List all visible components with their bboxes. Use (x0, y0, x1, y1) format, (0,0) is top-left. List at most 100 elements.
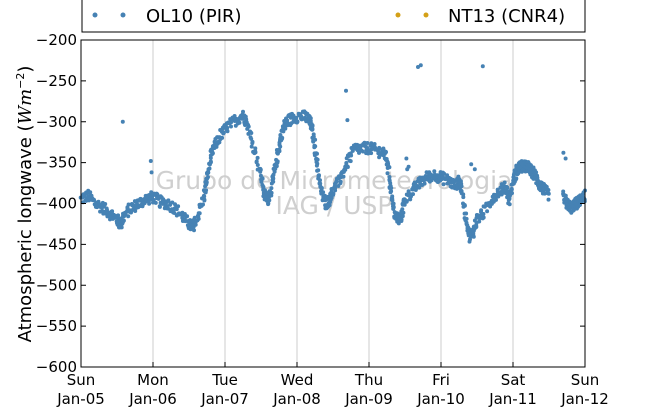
ol10-point (334, 180, 338, 185)
legend-marker-ol10 (92, 12, 98, 18)
ol10-point (388, 190, 393, 195)
ol10-point (471, 234, 476, 239)
ol10-point (268, 192, 273, 197)
ol10-point (350, 148, 355, 153)
ol10-point (400, 207, 405, 212)
y-tick-label: −550 (36, 317, 77, 335)
legend-entry-ol10: OL10 (PIR) (92, 6, 242, 27)
ol10-point (249, 136, 254, 141)
ol10-point (546, 191, 551, 196)
x-tick-day-label: Sun (67, 371, 96, 389)
y-tick-label: −250 (36, 72, 77, 90)
ol10-point (372, 142, 377, 146)
ol10-point (432, 169, 437, 174)
ol10-point (221, 130, 226, 135)
ol10-outlier-point (418, 63, 423, 68)
ol10-point (387, 165, 392, 170)
ol10-point (184, 214, 189, 219)
x-gridlines (152, 40, 514, 367)
ol10-point (310, 123, 315, 128)
ol10-point (295, 119, 300, 124)
ol10-point (207, 166, 212, 171)
ol10-point (385, 160, 390, 165)
ol10-point (404, 199, 409, 203)
ol10-point (442, 171, 447, 176)
ol10-point (308, 116, 313, 121)
ol10-point (308, 119, 313, 123)
ol10-point (481, 215, 486, 220)
ol10-point (523, 169, 528, 174)
ol10-point (274, 164, 279, 169)
x-tick-date-label: Jan-12 (560, 390, 609, 408)
x-tick-day-label: Sun (571, 371, 600, 389)
ol10-point (459, 184, 464, 189)
ol10-point (571, 208, 576, 212)
ol10-point (315, 157, 320, 162)
y-tick-label: −500 (36, 276, 77, 294)
ol10-point (348, 159, 353, 164)
ol10-point (462, 203, 467, 208)
ol10-point (441, 182, 446, 187)
ol10-point (153, 200, 158, 205)
x-tick-date-label: Jan-08 (272, 390, 321, 408)
ol10-point (278, 144, 283, 149)
ol10-point (507, 202, 512, 207)
ol10-point (225, 129, 230, 134)
ol10-point (343, 167, 348, 172)
ol10-point (464, 211, 469, 216)
x-tick-date-label: Jan-06 (128, 390, 177, 408)
ol10-point (294, 115, 299, 120)
ol10-point (317, 178, 322, 183)
legend-marker-ol10 (120, 12, 126, 18)
x-tick-date-label: Jan-07 (200, 390, 249, 408)
ol10-point (193, 222, 198, 227)
ol10-outlier-point (345, 118, 350, 123)
x-tick-date-label: Jan-09 (344, 390, 393, 408)
ol10-point (481, 212, 486, 216)
ol10-point (204, 188, 209, 193)
ol10-point (507, 196, 512, 201)
ol10-point (329, 195, 334, 200)
ol10-point (82, 194, 87, 199)
legend: OL10 (PIR) NT13 (CNR4) (81, 0, 586, 33)
ol10-point (260, 176, 265, 181)
ol10-outlier-point (472, 167, 477, 172)
ol10-point (344, 161, 349, 165)
ol10-point (261, 184, 266, 189)
x-tick-day-label: Thu (354, 371, 383, 389)
ol10-point (249, 131, 254, 135)
ol10-outlier-point (344, 88, 348, 93)
ol10-point (391, 205, 396, 210)
legend-marker-nt13 (423, 12, 429, 18)
ol10-point (485, 209, 490, 214)
ol10-point (202, 197, 207, 202)
ol10-point (291, 113, 296, 118)
ol10-point (232, 114, 237, 118)
ol10-point (196, 216, 201, 221)
ol10-point (369, 141, 374, 146)
ol10-point (360, 149, 365, 154)
ol10-point (349, 153, 354, 158)
ol10-outlier-point (343, 164, 348, 169)
ol10-point (387, 177, 392, 182)
ol10-point (312, 143, 317, 148)
ol10-outlier-point (480, 64, 485, 69)
ol10-point (208, 160, 213, 165)
ol10-point (385, 171, 390, 176)
y-tick-label: −450 (36, 235, 77, 253)
ol10-point (220, 135, 225, 140)
x-tick-day-label: Tue (211, 371, 238, 389)
ol10-point (341, 174, 346, 179)
y-tick-label: −350 (36, 154, 77, 172)
ol10-point (192, 228, 196, 233)
legend-entry-nt13: NT13 (CNR4) (395, 6, 565, 27)
ol10-point (229, 120, 234, 125)
ol10-point (514, 176, 519, 181)
ol10-point (206, 170, 211, 175)
ol10-point (121, 218, 126, 223)
ol10-point (330, 192, 335, 197)
ol10-point (313, 137, 318, 142)
x-tick-day-label: Sat (501, 371, 526, 389)
y-axis-label: Atmospheric longwave (Wm−2) (14, 66, 36, 343)
